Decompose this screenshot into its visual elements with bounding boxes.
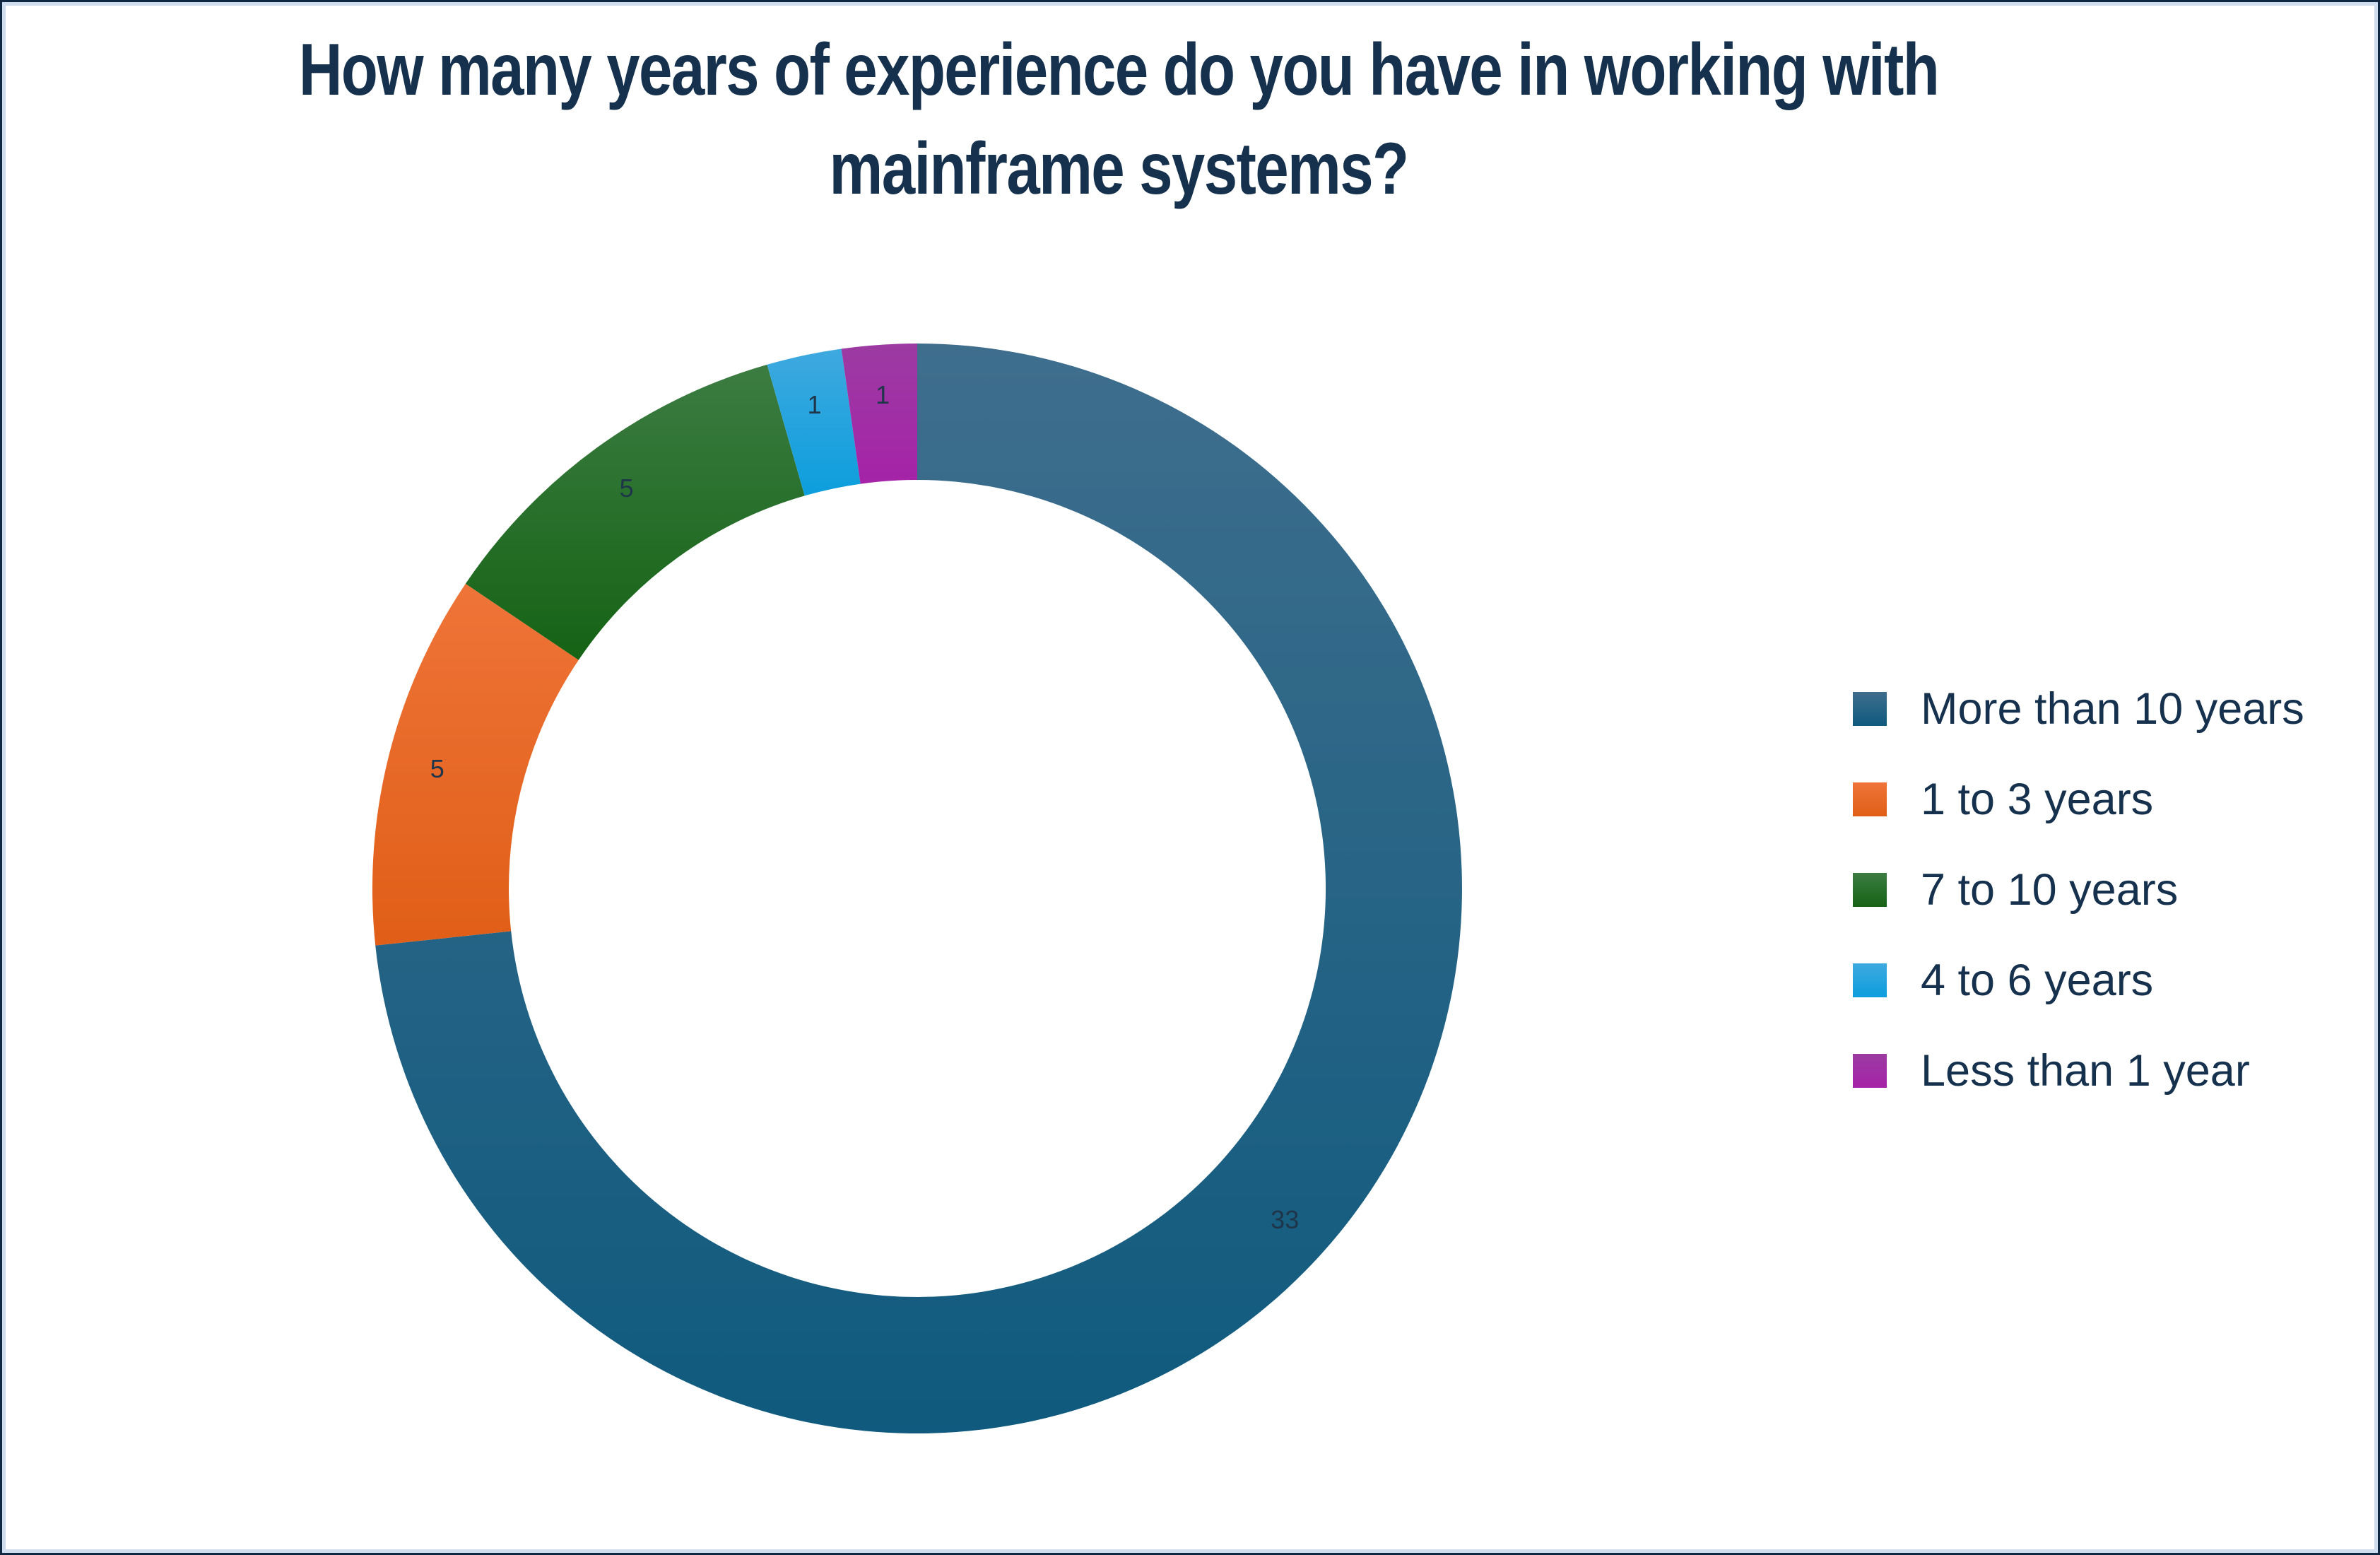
slice-7-to-10-years[interactable] bbox=[465, 364, 805, 660]
slice-value-label: 33 bbox=[1271, 1205, 1299, 1234]
chart-title-line2: mainframe systems? bbox=[829, 128, 1410, 210]
slice-4-to-6-years[interactable] bbox=[767, 348, 861, 496]
chart-title: How many years of experience do you have… bbox=[2, 20, 2235, 218]
legend-item-7-to-10-years[interactable]: 7 to 10 years bbox=[1853, 867, 2304, 912]
legend-item-4-to-6-years[interactable]: 4 to 6 years bbox=[1853, 958, 2304, 1002]
legend-label: Less than 1 year bbox=[1921, 1045, 2250, 1096]
legend-swatch-4-to-6-years bbox=[1853, 963, 1887, 997]
chart-title-line1: How many years of experience do you have… bbox=[298, 29, 1940, 111]
legend-label: 7 to 10 years bbox=[1921, 864, 2179, 915]
legend-label: 1 to 3 years bbox=[1921, 774, 2154, 824]
slice-value-label: 5 bbox=[620, 474, 634, 503]
slice-1-to-3-years[interactable] bbox=[372, 583, 579, 946]
legend-swatch-1-to-3-years bbox=[1853, 782, 1887, 816]
slice-value-label: 5 bbox=[430, 754, 444, 783]
legend-item-more-than-10-years[interactable]: More than 10 years bbox=[1853, 686, 2304, 731]
legend-item-1-to-3-years[interactable]: 1 to 3 years bbox=[1853, 777, 2304, 821]
slice-less-than-1-year[interactable] bbox=[841, 344, 917, 484]
legend-swatch-less-than-1-year bbox=[1853, 1054, 1887, 1088]
legend-label: More than 10 years bbox=[1921, 683, 2304, 734]
legend-item-less-than-1-year[interactable]: Less than 1 year bbox=[1853, 1048, 2304, 1093]
legend-swatch-more-than-10-years bbox=[1853, 692, 1887, 726]
slice-value-label: 1 bbox=[807, 390, 821, 419]
legend-swatch-7-to-10-years bbox=[1853, 873, 1887, 907]
legend-label: 4 to 6 years bbox=[1921, 955, 2154, 1005]
chart-legend: More than 10 years 1 to 3 years 7 to 10 … bbox=[1853, 686, 2304, 1144]
slice-value-label: 1 bbox=[876, 380, 890, 409]
